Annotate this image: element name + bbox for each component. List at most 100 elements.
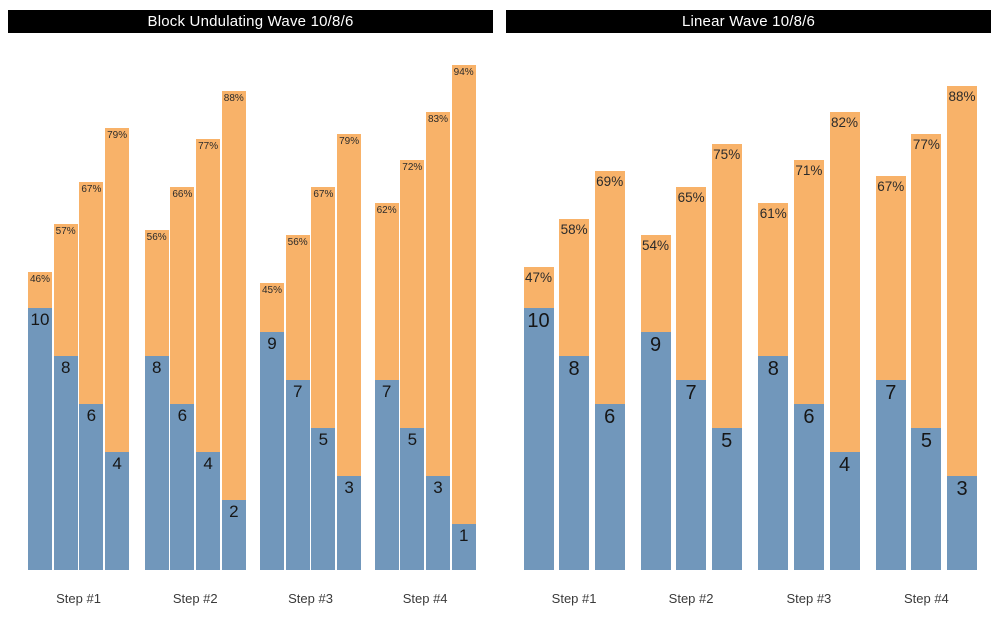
bar-rep-segment: 6 xyxy=(594,404,625,570)
pct-label: 57% xyxy=(55,226,76,238)
bar-rep-segment: 3 xyxy=(337,476,362,570)
rep-label: 6 xyxy=(86,406,97,425)
bar-pct-segment: 46% xyxy=(28,272,52,308)
bar-rep-segment: 4 xyxy=(196,452,221,570)
bar-rep-segment: 7 xyxy=(676,380,707,570)
pct-label: 56% xyxy=(146,231,167,243)
bar-rep-segment: 7 xyxy=(875,380,906,570)
x-axis-label: Step #1 xyxy=(551,591,597,606)
bar-pct-segment: 71% xyxy=(793,160,824,404)
rep-label: 1 xyxy=(458,526,469,545)
bar-rep-segment: 10 xyxy=(28,308,52,570)
pct-label: 67% xyxy=(81,183,102,195)
bar-rep-segment: 6 xyxy=(170,404,195,570)
pct-label: 77% xyxy=(912,136,940,152)
pct-label: 94% xyxy=(453,66,474,78)
bar-rep-segment: 10 xyxy=(523,308,554,570)
bar-pct-segment: 72% xyxy=(400,160,425,428)
rep-label: 4 xyxy=(203,454,213,473)
bar-rep-segment: 8 xyxy=(144,356,169,570)
rep-label: 7 xyxy=(381,382,392,401)
rep-label: 5 xyxy=(318,430,329,449)
x-axis-label: Step #3 xyxy=(288,591,333,606)
x-axis-label: Step #4 xyxy=(903,591,949,606)
rep-label: 8 xyxy=(568,358,580,380)
pct-label: 67% xyxy=(877,179,905,195)
bar-pct-segment: 67% xyxy=(875,176,906,380)
pct-label: 65% xyxy=(677,189,705,205)
rep-label: 7 xyxy=(292,382,303,401)
bar-pct-segment: 75% xyxy=(711,144,742,428)
bar-pct-segment: 67% xyxy=(79,181,104,404)
rep-label: 7 xyxy=(885,382,897,404)
bar-rep-segment: 6 xyxy=(793,404,824,570)
rep-label: 3 xyxy=(433,478,443,497)
rep-label: 5 xyxy=(407,430,418,449)
chart-title-right: Linear Wave 10/8/6 xyxy=(506,10,991,33)
bar-pct-segment: 62% xyxy=(374,202,399,380)
bar-rep-segment: 5 xyxy=(400,428,425,570)
bar-rep-segment: 3 xyxy=(426,476,450,570)
bar-pct-segment: 56% xyxy=(285,234,310,380)
rep-label: 10 xyxy=(30,310,50,329)
pct-label: 71% xyxy=(795,163,823,179)
bar-rep-segment: 5 xyxy=(311,428,336,570)
bar-pct-segment: 66% xyxy=(170,186,195,404)
bar-rep-segment: 2 xyxy=(221,500,246,570)
bar-rep-segment: 9 xyxy=(260,332,284,570)
rep-label: 6 xyxy=(177,406,188,425)
bar-pct-segment: 88% xyxy=(221,91,246,500)
x-axis-label: Step #3 xyxy=(786,591,832,606)
rep-label: 6 xyxy=(803,406,815,428)
bar-rep-segment: 9 xyxy=(640,332,671,570)
bar-pct-segment: 65% xyxy=(676,186,707,380)
pct-label: 82% xyxy=(830,115,859,131)
rep-label: 3 xyxy=(956,478,968,500)
bar-pct-segment: 58% xyxy=(559,218,590,356)
rep-label: 5 xyxy=(920,430,932,452)
x-axis-label: Step #4 xyxy=(402,591,448,606)
bar-pct-segment: 77% xyxy=(911,133,942,428)
bar-pct-segment: 67% xyxy=(311,186,336,428)
bar-rep-segment: 5 xyxy=(911,428,942,570)
rep-label: 2 xyxy=(229,502,239,521)
rep-label: 9 xyxy=(267,334,277,353)
x-axis-label: Step #1 xyxy=(56,591,101,606)
pct-label: 75% xyxy=(713,147,741,163)
bar-rep-segment: 7 xyxy=(285,380,310,570)
bar-rep-segment: 4 xyxy=(829,452,860,570)
pct-label: 79% xyxy=(339,135,360,147)
bar-rep-segment: 8 xyxy=(758,356,789,570)
chart-title-left: Block Undulating Wave 10/8/6 xyxy=(8,10,493,33)
pct-label: 88% xyxy=(223,93,244,105)
pct-label: 61% xyxy=(759,205,787,221)
rep-label: 4 xyxy=(112,454,122,473)
rep-label: 8 xyxy=(60,358,71,377)
bar-pct-segment: 57% xyxy=(53,224,78,356)
rep-label: 4 xyxy=(838,454,851,476)
pct-label: 88% xyxy=(948,88,976,104)
pct-label: 83% xyxy=(427,114,448,126)
bar-rep-segment: 6 xyxy=(79,404,104,570)
pct-label: 46% xyxy=(29,274,50,286)
pct-label: 77% xyxy=(198,141,219,153)
pct-label: 79% xyxy=(107,130,128,142)
pct-label: 62% xyxy=(376,204,397,216)
bar-pct-segment: 77% xyxy=(196,139,221,452)
pct-label: 45% xyxy=(261,284,282,296)
rep-label: 5 xyxy=(721,430,733,452)
rep-label: 8 xyxy=(151,358,162,377)
pct-label: 66% xyxy=(172,188,193,200)
pct-label: 47% xyxy=(524,269,553,285)
rep-label: 8 xyxy=(767,358,779,380)
x-axis-label: Step #2 xyxy=(668,591,714,606)
bar-rep-segment: 4 xyxy=(105,452,130,570)
rep-label: 6 xyxy=(604,406,616,428)
rep-label: 3 xyxy=(344,478,354,497)
rep-label: 10 xyxy=(527,310,550,332)
bar-pct-segment: 94% xyxy=(451,64,476,524)
bar-pct-segment: 82% xyxy=(829,112,860,452)
bar-pct-segment: 61% xyxy=(758,202,789,356)
bar-pct-segment: 54% xyxy=(640,234,671,332)
